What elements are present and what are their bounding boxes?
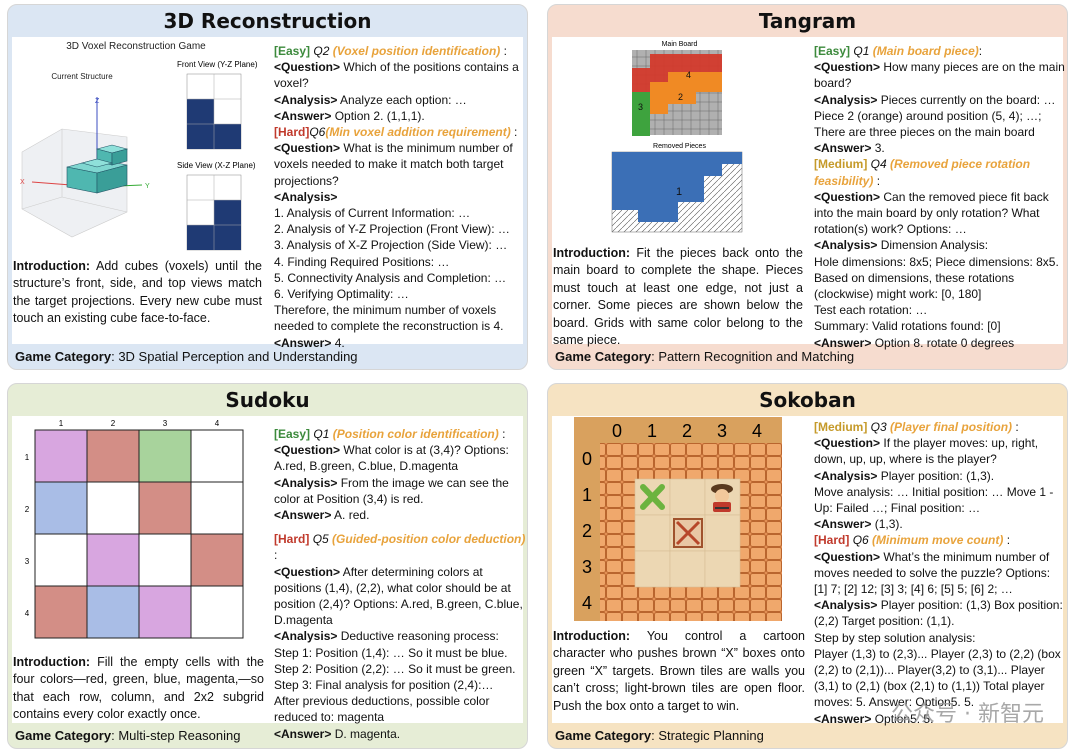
svg-text:2: 2	[678, 92, 683, 102]
col-label: 2	[111, 419, 116, 428]
svg-text:1: 1	[676, 186, 682, 198]
row-label: 3	[25, 557, 30, 566]
watermark: 公众号 · 新智元	[891, 702, 1044, 727]
panel-3d-reconstruction: 3D Reconstruction 3D Voxel Reconstructio…	[7, 4, 528, 370]
row-label: 3	[582, 557, 592, 577]
sokoban-qa: [Medium] Q3 (Player final position) : <Q…	[814, 420, 1063, 726]
sokoban-intro: Introduction: You control a cartoon char…	[553, 629, 805, 713]
row-label: 1	[25, 453, 30, 462]
player-icon	[711, 484, 733, 512]
panel-body: 1 2 3 4 1 2 3 4 Introduction: Fill the e…	[12, 416, 525, 741]
tangram-intro: Introduction: Fit the pieces back onto t…	[553, 246, 803, 348]
col-label: 0	[612, 421, 622, 441]
removed-pieces-label: Removed Pieces	[653, 143, 706, 150]
row-label: 2	[25, 505, 30, 514]
front-view-grid	[186, 73, 242, 150]
main-board: Main Board 4 2 3	[592, 41, 767, 141]
svg-text:Y: Y	[145, 183, 150, 190]
panel-body: 0 1 2 3 4 0 1 2 3 4 Introduction: You co…	[552, 416, 1063, 726]
row-label: 4	[582, 593, 592, 613]
col-label: 1	[647, 421, 657, 441]
target-x-icon	[640, 484, 665, 510]
panel-category: Game Category: Strategic Planning	[555, 728, 764, 743]
side-view-grid	[186, 174, 242, 251]
voxel-figure-title: 3D Voxel Reconstruction Game	[66, 41, 206, 52]
front-view-label: Front View (Y-Z Plane)	[177, 60, 258, 69]
sudoku-grid: 1 2 3 4 1 2 3 4	[25, 419, 244, 639]
tangram-qa: [Easy] Q1 (Main board piece): <Question>…	[814, 44, 1065, 350]
panel-tangram: Tangram Main Board 4 2 3 Removed Pieces …	[547, 4, 1068, 370]
side-view: Side View (X-Z Plane)	[177, 161, 257, 260]
col-label: 3	[717, 421, 727, 441]
voxel-cubes	[66, 144, 129, 194]
front-view: Front View (Y-Z Plane)	[177, 60, 257, 164]
col-label: 4	[752, 421, 762, 441]
svg-text:X: X	[20, 179, 25, 186]
recon-intro: Introduction: Add cubes (voxels) until t…	[13, 259, 262, 326]
current-structure-label: Current Structure	[51, 72, 113, 81]
recon-qa: [Easy] Q2 (Voxel position identification…	[274, 44, 519, 350]
row-label: 2	[582, 521, 592, 541]
sokoban-board: 0 1 2 3 4 0 1 2 3 4	[574, 417, 782, 621]
sudoku-qa: [Easy] Q1 (Position color identification…	[274, 427, 526, 741]
panel-category: Game Category: Multi-step Reasoning	[15, 728, 241, 743]
panel-category: Game Category: Pattern Recognition and M…	[555, 349, 855, 364]
panel-title: Sokoban	[759, 388, 856, 412]
row-label: 4	[25, 609, 30, 618]
main-board-label: Main Board	[661, 41, 698, 48]
svg-text:3: 3	[638, 102, 643, 112]
panel-title: 3D Reconstruction	[163, 9, 372, 33]
svg-text:Z: Z	[95, 98, 100, 105]
box-icon	[673, 518, 703, 548]
panel-title: Tangram	[758, 9, 857, 33]
panel-category: Game Category: 3D Spatial Perception and…	[15, 349, 358, 364]
removed-pieces-grid: 1	[611, 151, 743, 233]
col-label: 2	[682, 421, 692, 441]
col-label: 4	[215, 419, 220, 428]
main-board-grid: 4 2 3	[632, 50, 722, 136]
svg-text:4: 4	[686, 70, 691, 80]
panel-sokoban: Sokoban 0 1 2 3 4 0 1 2 3 4 Introduction…	[547, 383, 1068, 749]
voxel-figure: 3D Voxel Reconstruction Game Current Str…	[20, 41, 206, 238]
row-label: 1	[582, 485, 592, 505]
panel-sudoku: Sudoku 1 2 3 4 1 2 3 4 Introduction: Fil…	[7, 383, 528, 749]
col-label: 3	[163, 419, 168, 428]
sudoku-intro: Introduction: Fill the empty cells with …	[13, 655, 265, 722]
col-label: 1	[59, 419, 64, 428]
panel-body: 3D Voxel Reconstruction Game Current Str…	[12, 37, 523, 350]
panel-body: Main Board 4 2 3 Removed Pieces 1 Introd…	[552, 37, 1065, 350]
row-label: 0	[582, 449, 592, 469]
panel-title: Sudoku	[225, 388, 310, 412]
side-view-label: Side View (X-Z Plane)	[177, 161, 256, 170]
removed-pieces: Removed Pieces 1	[592, 143, 767, 239]
